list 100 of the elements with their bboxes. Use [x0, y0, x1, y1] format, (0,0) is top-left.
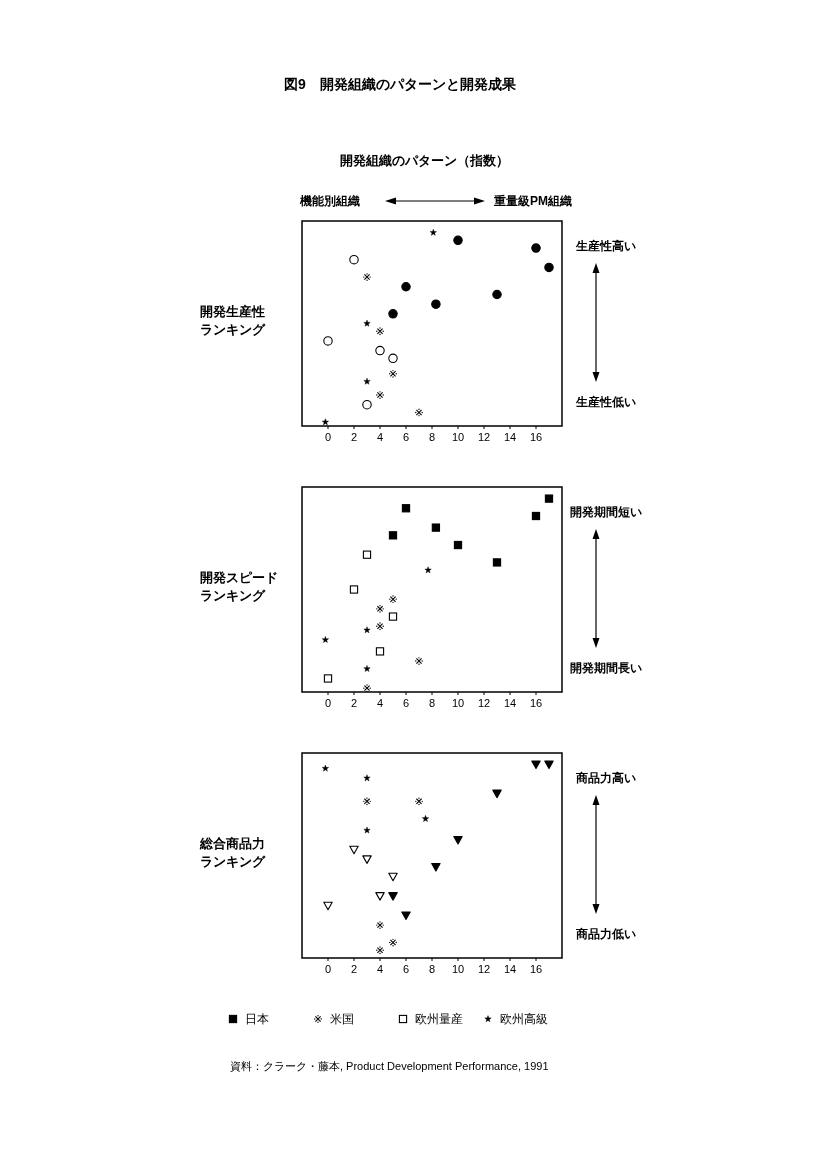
- point: [388, 353, 398, 364]
- x-tick-label: 12: [477, 963, 491, 975]
- x-tick-label: 2: [350, 963, 358, 975]
- x-tick-label: 2: [350, 697, 358, 709]
- x-tick-label: 14: [503, 697, 517, 709]
- x-tick-label: 4: [376, 431, 384, 443]
- text: 機能別組織: [299, 194, 360, 208]
- point: [544, 494, 554, 503]
- point: [422, 815, 429, 822]
- point: [349, 845, 359, 855]
- point: [453, 235, 463, 246]
- chart-subtitle: 開発組織のパターン（指数）: [339, 152, 509, 168]
- text: 生産性高い: [575, 239, 636, 253]
- point: [363, 826, 371, 834]
- point: [362, 855, 372, 864]
- legend-label: 欧州高級: [500, 1012, 548, 1026]
- x-tick-label: 4: [376, 963, 384, 975]
- point: [323, 901, 333, 911]
- point: [375, 892, 385, 901]
- text: 商品力高い: [575, 771, 636, 785]
- point: [363, 665, 371, 672]
- point: [362, 399, 372, 410]
- x-tick-label: 16: [529, 697, 543, 709]
- point: [415, 798, 423, 805]
- x-tick-label: 12: [477, 697, 491, 709]
- point: [349, 254, 359, 265]
- x-tick-label: 2: [350, 431, 358, 443]
- point: [376, 947, 384, 954]
- x-tick-label: 6: [402, 697, 410, 709]
- x-tick-label: 10: [451, 697, 465, 709]
- point: [388, 309, 398, 319]
- text: 開発期間長い: [570, 661, 642, 675]
- point: [401, 282, 411, 292]
- x-tick-label: 8: [428, 697, 436, 709]
- point: [492, 789, 502, 799]
- chart-title: 図9 開発組織のパターンと開発成果: [284, 76, 517, 92]
- text: 開発期間短い: [570, 505, 642, 519]
- point: [363, 626, 371, 634]
- point: [429, 229, 437, 236]
- point: [389, 370, 397, 377]
- point: [531, 760, 541, 770]
- legend-label: 米国: [330, 1012, 354, 1026]
- legend-label: 欧州量産: [415, 1012, 463, 1026]
- point: [363, 774, 371, 782]
- point: [388, 892, 398, 901]
- text: 生産性低い: [575, 395, 636, 409]
- point: [388, 612, 398, 621]
- point: [363, 377, 371, 385]
- point: [453, 540, 463, 550]
- point: [363, 684, 371, 692]
- point: [321, 636, 329, 643]
- text: 資料：クラーク・藤本, Product Development Performance, 1991: [230, 1060, 549, 1072]
- point: [492, 558, 502, 567]
- point: [424, 566, 432, 574]
- point: [375, 647, 385, 656]
- point: [349, 585, 359, 594]
- x-tick-label: 16: [529, 431, 543, 443]
- point: [492, 289, 502, 300]
- legend-label: 日本: [245, 1012, 269, 1026]
- point: [375, 345, 385, 356]
- point: [531, 243, 541, 253]
- point: [415, 409, 423, 416]
- y-axis-title: 総合商品力ランキング: [199, 835, 266, 870]
- point: [321, 418, 329, 426]
- x-tick-label: 0: [324, 431, 332, 443]
- x-tick-label: 12: [477, 431, 491, 443]
- point: [376, 328, 384, 335]
- x-tick-label: 14: [503, 963, 517, 975]
- point: [323, 336, 333, 346]
- x-tick-label: 0: [324, 697, 332, 709]
- point: [389, 596, 397, 603]
- x-tick-label: 6: [402, 431, 410, 443]
- point: [389, 939, 397, 946]
- point: [431, 299, 441, 309]
- x-tick-label: 14: [503, 431, 517, 443]
- x-tick-label: 8: [428, 431, 436, 443]
- y-axis-title: 開発生産性ランキング: [200, 303, 266, 338]
- point: [362, 550, 372, 559]
- point: [363, 319, 371, 327]
- point: [323, 674, 333, 683]
- point: [544, 262, 554, 273]
- point: [401, 911, 411, 920]
- point: [531, 511, 541, 521]
- text: 重量級PM組織: [493, 194, 572, 208]
- x-tick-label: 10: [451, 963, 465, 975]
- point: [376, 921, 384, 929]
- point: [544, 760, 554, 770]
- point: [363, 798, 371, 805]
- text: 商品力低い: [575, 927, 636, 941]
- x-tick-label: 0: [324, 963, 332, 975]
- point: [431, 523, 441, 532]
- x-tick-label: 16: [529, 963, 543, 975]
- point: [431, 863, 441, 872]
- point: [401, 504, 411, 513]
- point: [388, 872, 398, 882]
- point: [321, 764, 329, 772]
- x-tick-label: 10: [451, 431, 465, 443]
- point: [376, 605, 384, 612]
- x-tick-label: 4: [376, 697, 384, 709]
- x-tick-label: 8: [428, 963, 436, 975]
